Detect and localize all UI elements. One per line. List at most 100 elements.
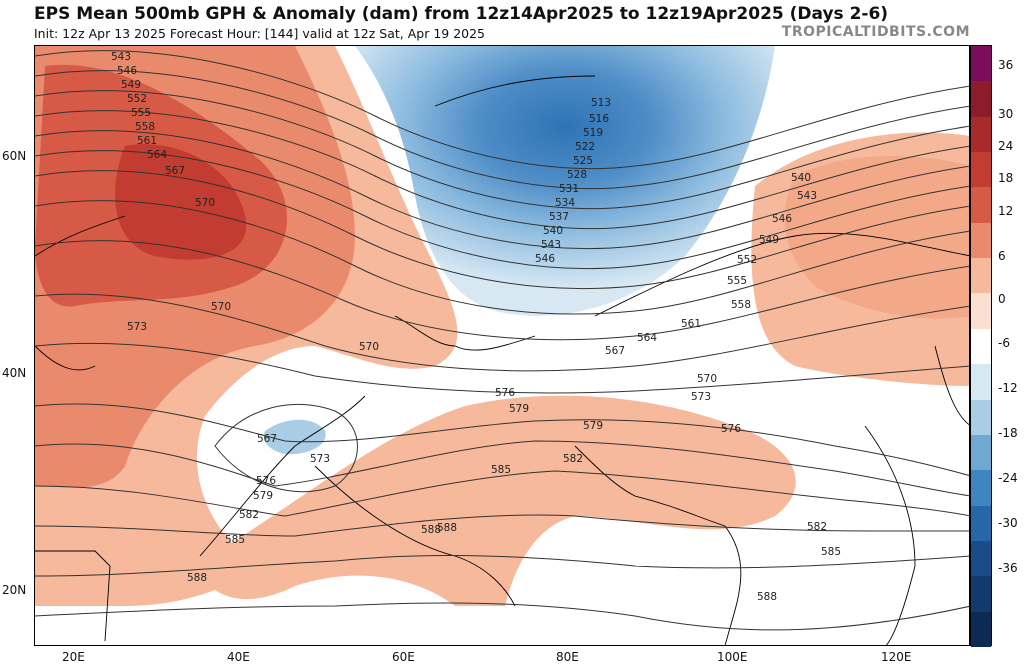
lat-label: 20N bbox=[2, 583, 27, 597]
colorbar-swatch bbox=[971, 364, 991, 401]
contour-label: 576 bbox=[495, 387, 515, 399]
contour-label: 534 bbox=[555, 197, 575, 209]
contour-label: 564 bbox=[637, 332, 657, 344]
contour-label: 549 bbox=[759, 234, 779, 246]
contour-label: 513 bbox=[591, 97, 611, 109]
anomaly-colorbar bbox=[970, 45, 992, 648]
lon-label: 60E bbox=[392, 650, 415, 664]
colorbar-swatch bbox=[971, 328, 991, 365]
contour-label: 531 bbox=[559, 183, 579, 195]
coastline-outline bbox=[35, 75, 969, 645]
colorbar-tick: 12 bbox=[998, 204, 1014, 218]
contour-label: 552 bbox=[127, 93, 147, 105]
contour-label: 579 bbox=[509, 403, 529, 415]
colorbar-tick: -36 bbox=[998, 561, 1018, 575]
lon-label: 80E bbox=[556, 650, 579, 664]
contour-label: 573 bbox=[691, 391, 711, 403]
contour-label: 537 bbox=[549, 211, 569, 223]
colorbar-swatch bbox=[971, 187, 991, 224]
colorbar-tick: 36 bbox=[998, 58, 1014, 72]
lat-label: 60N bbox=[2, 149, 27, 163]
contour-label: 546 bbox=[117, 65, 137, 77]
lon-label: 100E bbox=[717, 650, 748, 664]
contour-labels-trough: 513 516 519 522 525 528 531 534 537 540 … bbox=[535, 97, 611, 265]
contour-label: 585 bbox=[821, 546, 841, 558]
contour-label: 585 bbox=[225, 534, 245, 546]
lat-label: 40N bbox=[2, 366, 27, 380]
colorbar-tick: -18 bbox=[998, 426, 1018, 440]
contour-label: 567 bbox=[165, 165, 185, 177]
colorbar-tick: 18 bbox=[998, 171, 1014, 185]
colorbar-swatch bbox=[971, 46, 991, 82]
contour-label: 579 bbox=[253, 490, 273, 502]
contour-label: 543 bbox=[111, 51, 131, 63]
colorbar-tick: -6 bbox=[998, 336, 1010, 350]
contour-labels-misc: 573 570 570 567 573 576 579 582 585 588 … bbox=[127, 301, 583, 584]
contour-label: 516 bbox=[589, 113, 609, 125]
colorbar-swatch bbox=[971, 81, 991, 118]
contour-label: 543 bbox=[541, 239, 561, 251]
contour-label: 543 bbox=[797, 190, 817, 202]
contour-label: 579 bbox=[583, 420, 603, 432]
colorbar-swatch bbox=[971, 399, 991, 436]
colorbar-tick: -30 bbox=[998, 516, 1018, 530]
colorbar-tick: -24 bbox=[998, 471, 1018, 485]
contour-label: 588 bbox=[421, 524, 441, 536]
contour-label: 540 bbox=[543, 225, 563, 237]
contour-label: 570 bbox=[359, 341, 379, 353]
lon-label: 40E bbox=[227, 650, 250, 664]
colorbar-swatch bbox=[971, 116, 991, 153]
contour-label: 564 bbox=[147, 149, 167, 161]
colorbar-swatch bbox=[971, 611, 991, 648]
contour-label: 549 bbox=[121, 79, 141, 91]
contour-label: 558 bbox=[135, 121, 155, 133]
anomaly-map: 543 546 549 552 555 558 561 564 567 570 … bbox=[34, 45, 970, 646]
colorbar-tick: 0 bbox=[998, 292, 1006, 306]
colorbar-tick: 30 bbox=[998, 107, 1014, 121]
contour-label: 552 bbox=[737, 254, 757, 266]
positive-anomaly-south bbox=[195, 395, 796, 606]
lon-label: 120E bbox=[881, 650, 912, 664]
contour-label: 582 bbox=[807, 521, 827, 533]
map-title: EPS Mean 500mb GPH & Anomaly (dam) from … bbox=[34, 4, 889, 24]
contour-label: 555 bbox=[727, 275, 747, 287]
contour-label: 585 bbox=[491, 464, 511, 476]
brand-watermark: TROPICALTIDBITS.COM bbox=[781, 24, 970, 40]
contour-label: 582 bbox=[563, 453, 583, 465]
colorbar-swatch bbox=[971, 152, 991, 188]
colorbar-tick: 24 bbox=[998, 139, 1014, 153]
colorbar-swatch bbox=[971, 258, 991, 294]
contour-label: 570 bbox=[195, 197, 215, 209]
contour-label: 525 bbox=[573, 155, 593, 167]
contour-label: 582 bbox=[239, 509, 259, 521]
colorbar-swatch bbox=[971, 293, 991, 330]
geopotential-contours bbox=[35, 50, 969, 631]
contour-label: 546 bbox=[535, 253, 555, 265]
colorbar-swatch bbox=[971, 470, 991, 507]
colorbar-swatch bbox=[971, 540, 991, 577]
colorbar-swatch bbox=[971, 434, 991, 471]
contour-label: 555 bbox=[131, 107, 151, 119]
contour-label: 588 bbox=[437, 522, 457, 534]
contour-labels-east: 540 543 546 549 552 555 558 561 564 567 … bbox=[583, 172, 841, 603]
contour-label: 576 bbox=[721, 423, 741, 435]
contour-label: 561 bbox=[137, 135, 157, 147]
contour-label: 567 bbox=[257, 433, 277, 445]
colorbar-swatch bbox=[971, 222, 991, 259]
colorbar-swatch bbox=[971, 505, 991, 542]
contour-label: 528 bbox=[567, 169, 587, 181]
contour-labels-west: 543 546 549 552 555 558 561 564 567 570 bbox=[111, 51, 215, 209]
contour-label: 540 bbox=[791, 172, 811, 184]
contour-label: 519 bbox=[583, 127, 603, 139]
contour-label: 573 bbox=[127, 321, 147, 333]
colorbar-tick: -12 bbox=[998, 381, 1018, 395]
contour-label: 570 bbox=[211, 301, 231, 313]
contour-label: 576 bbox=[256, 475, 276, 487]
contour-label: 546 bbox=[772, 213, 792, 225]
colorbar-swatch bbox=[971, 576, 991, 613]
lon-label: 20E bbox=[62, 650, 85, 664]
map-subtitle: Init: 12z Apr 13 2025 Forecast Hour: [14… bbox=[34, 26, 486, 41]
contour-label: 588 bbox=[757, 591, 777, 603]
contour-label: 561 bbox=[681, 318, 701, 330]
contour-label: 558 bbox=[731, 299, 751, 311]
